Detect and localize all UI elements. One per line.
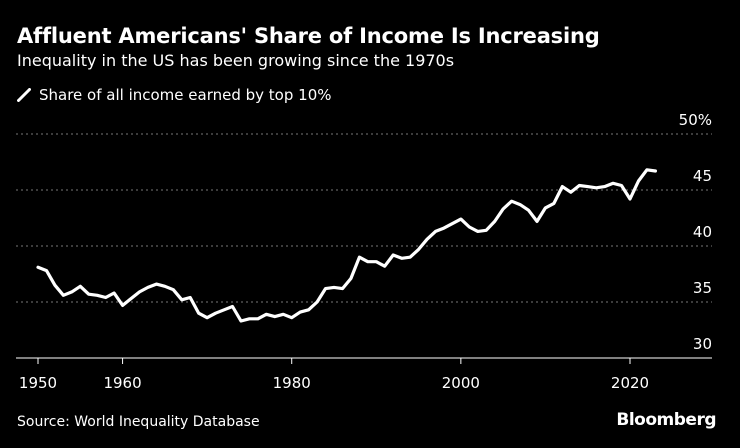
data-point-1955 <box>79 285 82 288</box>
data-point-2013 <box>569 191 572 194</box>
data-point-2009 <box>535 220 539 223</box>
data-point-1958 <box>104 296 107 299</box>
data-point-1969 <box>197 312 200 315</box>
data-point-2021 <box>637 179 640 183</box>
data-point-1973 <box>231 305 234 308</box>
x-tick-labels: 1950 1960 1980 2000 2020 <box>19 358 649 392</box>
data-point-1986 <box>341 287 344 290</box>
data-point-1995 <box>417 248 420 251</box>
y-tick-label-45: 45 <box>693 167 712 185</box>
data-point-1985 <box>332 286 336 289</box>
y-tick-label-40: 40 <box>693 223 712 241</box>
data-point-1978 <box>273 315 276 318</box>
data-point-1997 <box>434 230 437 233</box>
data-point-2008 <box>527 208 530 212</box>
data-point-1992 <box>392 253 395 257</box>
y-axis: 30 35 40 45 50% <box>679 111 712 353</box>
data-point-2004 <box>493 220 496 223</box>
brand-logo: Bloomberg <box>616 410 716 430</box>
data-point-2020 <box>628 197 632 201</box>
data-point-1971 <box>214 312 217 315</box>
data-point-2017 <box>603 185 606 188</box>
data-point-1988 <box>358 256 361 259</box>
x-tick-label-1960: 1960 <box>103 374 141 392</box>
series-line-top10-share <box>36 168 658 323</box>
legend: Share of all income earned by top 10% <box>17 86 332 104</box>
y-tick-label-30: 30 <box>693 335 712 353</box>
legend-label: Share of all income earned by top 10% <box>39 86 332 104</box>
data-point-1953 <box>62 294 65 297</box>
data-point-1989 <box>366 260 370 263</box>
data-point-1965 <box>163 285 167 288</box>
data-point-2016 <box>594 186 598 189</box>
data-point-1981 <box>298 310 302 314</box>
data-point-1975 <box>248 317 251 320</box>
data-point-1952 <box>53 284 57 287</box>
data-point-2012 <box>561 185 564 188</box>
data-point-2007 <box>518 203 522 206</box>
data-point-2005 <box>501 207 505 211</box>
data-point-1972 <box>222 308 226 312</box>
legend-swatch-icon <box>17 88 31 102</box>
data-point-1979 <box>282 313 285 316</box>
data-point-1982 <box>307 308 310 312</box>
data-point-1984 <box>324 287 327 290</box>
series-layer <box>36 168 658 323</box>
data-point-1983 <box>315 300 319 304</box>
chart-subtitle: Inequality in the US has been growing si… <box>17 51 455 70</box>
data-point-2015 <box>586 185 589 188</box>
data-point-1957 <box>96 294 99 297</box>
data-point-2014 <box>578 184 581 187</box>
data-point-2018 <box>611 182 615 185</box>
source-note: Source: World Inequality Database <box>17 414 260 430</box>
data-point-1970 <box>205 316 209 319</box>
data-point-1968 <box>189 296 192 299</box>
data-point-2019 <box>620 184 623 187</box>
chart-title: Affluent Americans' Share of Income Is I… <box>17 24 600 48</box>
y-tick-label-35: 35 <box>693 279 712 297</box>
data-point-2010 <box>544 206 547 210</box>
x-tick-label-1950: 1950 <box>19 374 57 392</box>
data-point-1954 <box>70 290 74 294</box>
data-point-1990 <box>375 260 378 263</box>
data-point-1999 <box>451 222 454 225</box>
y-tick-label-50: 50% <box>679 111 712 129</box>
data-point-2002 <box>476 230 479 233</box>
data-point-2011 <box>552 202 556 205</box>
x-tick-label-1980: 1980 <box>273 374 311 392</box>
data-point-1977 <box>265 313 268 316</box>
data-point-1987 <box>349 277 353 280</box>
data-point-1961 <box>129 297 133 300</box>
data-point-1966 <box>172 288 175 291</box>
data-point-2023 <box>654 169 657 173</box>
data-point-1963 <box>146 286 150 289</box>
data-point-1996 <box>425 238 429 241</box>
data-point-1974 <box>239 319 243 323</box>
data-point-1994 <box>408 256 412 259</box>
x-tick-label-2000: 2000 <box>442 374 480 392</box>
data-point-1956 <box>87 292 90 296</box>
data-point-1991 <box>383 264 386 268</box>
data-point-2003 <box>485 229 488 232</box>
gridlines <box>16 133 712 303</box>
data-point-1960 <box>121 304 124 307</box>
data-point-1967 <box>180 298 183 301</box>
data-point-1998 <box>442 226 446 230</box>
data-point-1993 <box>400 257 403 260</box>
data-point-1950 <box>36 266 40 269</box>
data-point-1964 <box>155 282 158 286</box>
data-point-2006 <box>510 200 513 203</box>
data-point-1951 <box>45 269 48 272</box>
data-point-2000 <box>459 217 463 221</box>
data-point-1976 <box>256 317 260 320</box>
data-point-1980 <box>290 316 293 319</box>
data-point-1959 <box>112 291 116 295</box>
x-tick-label-2020: 2020 <box>611 374 649 392</box>
data-point-2001 <box>468 225 471 229</box>
data-point-2022 <box>645 168 649 172</box>
data-point-1962 <box>138 290 141 294</box>
